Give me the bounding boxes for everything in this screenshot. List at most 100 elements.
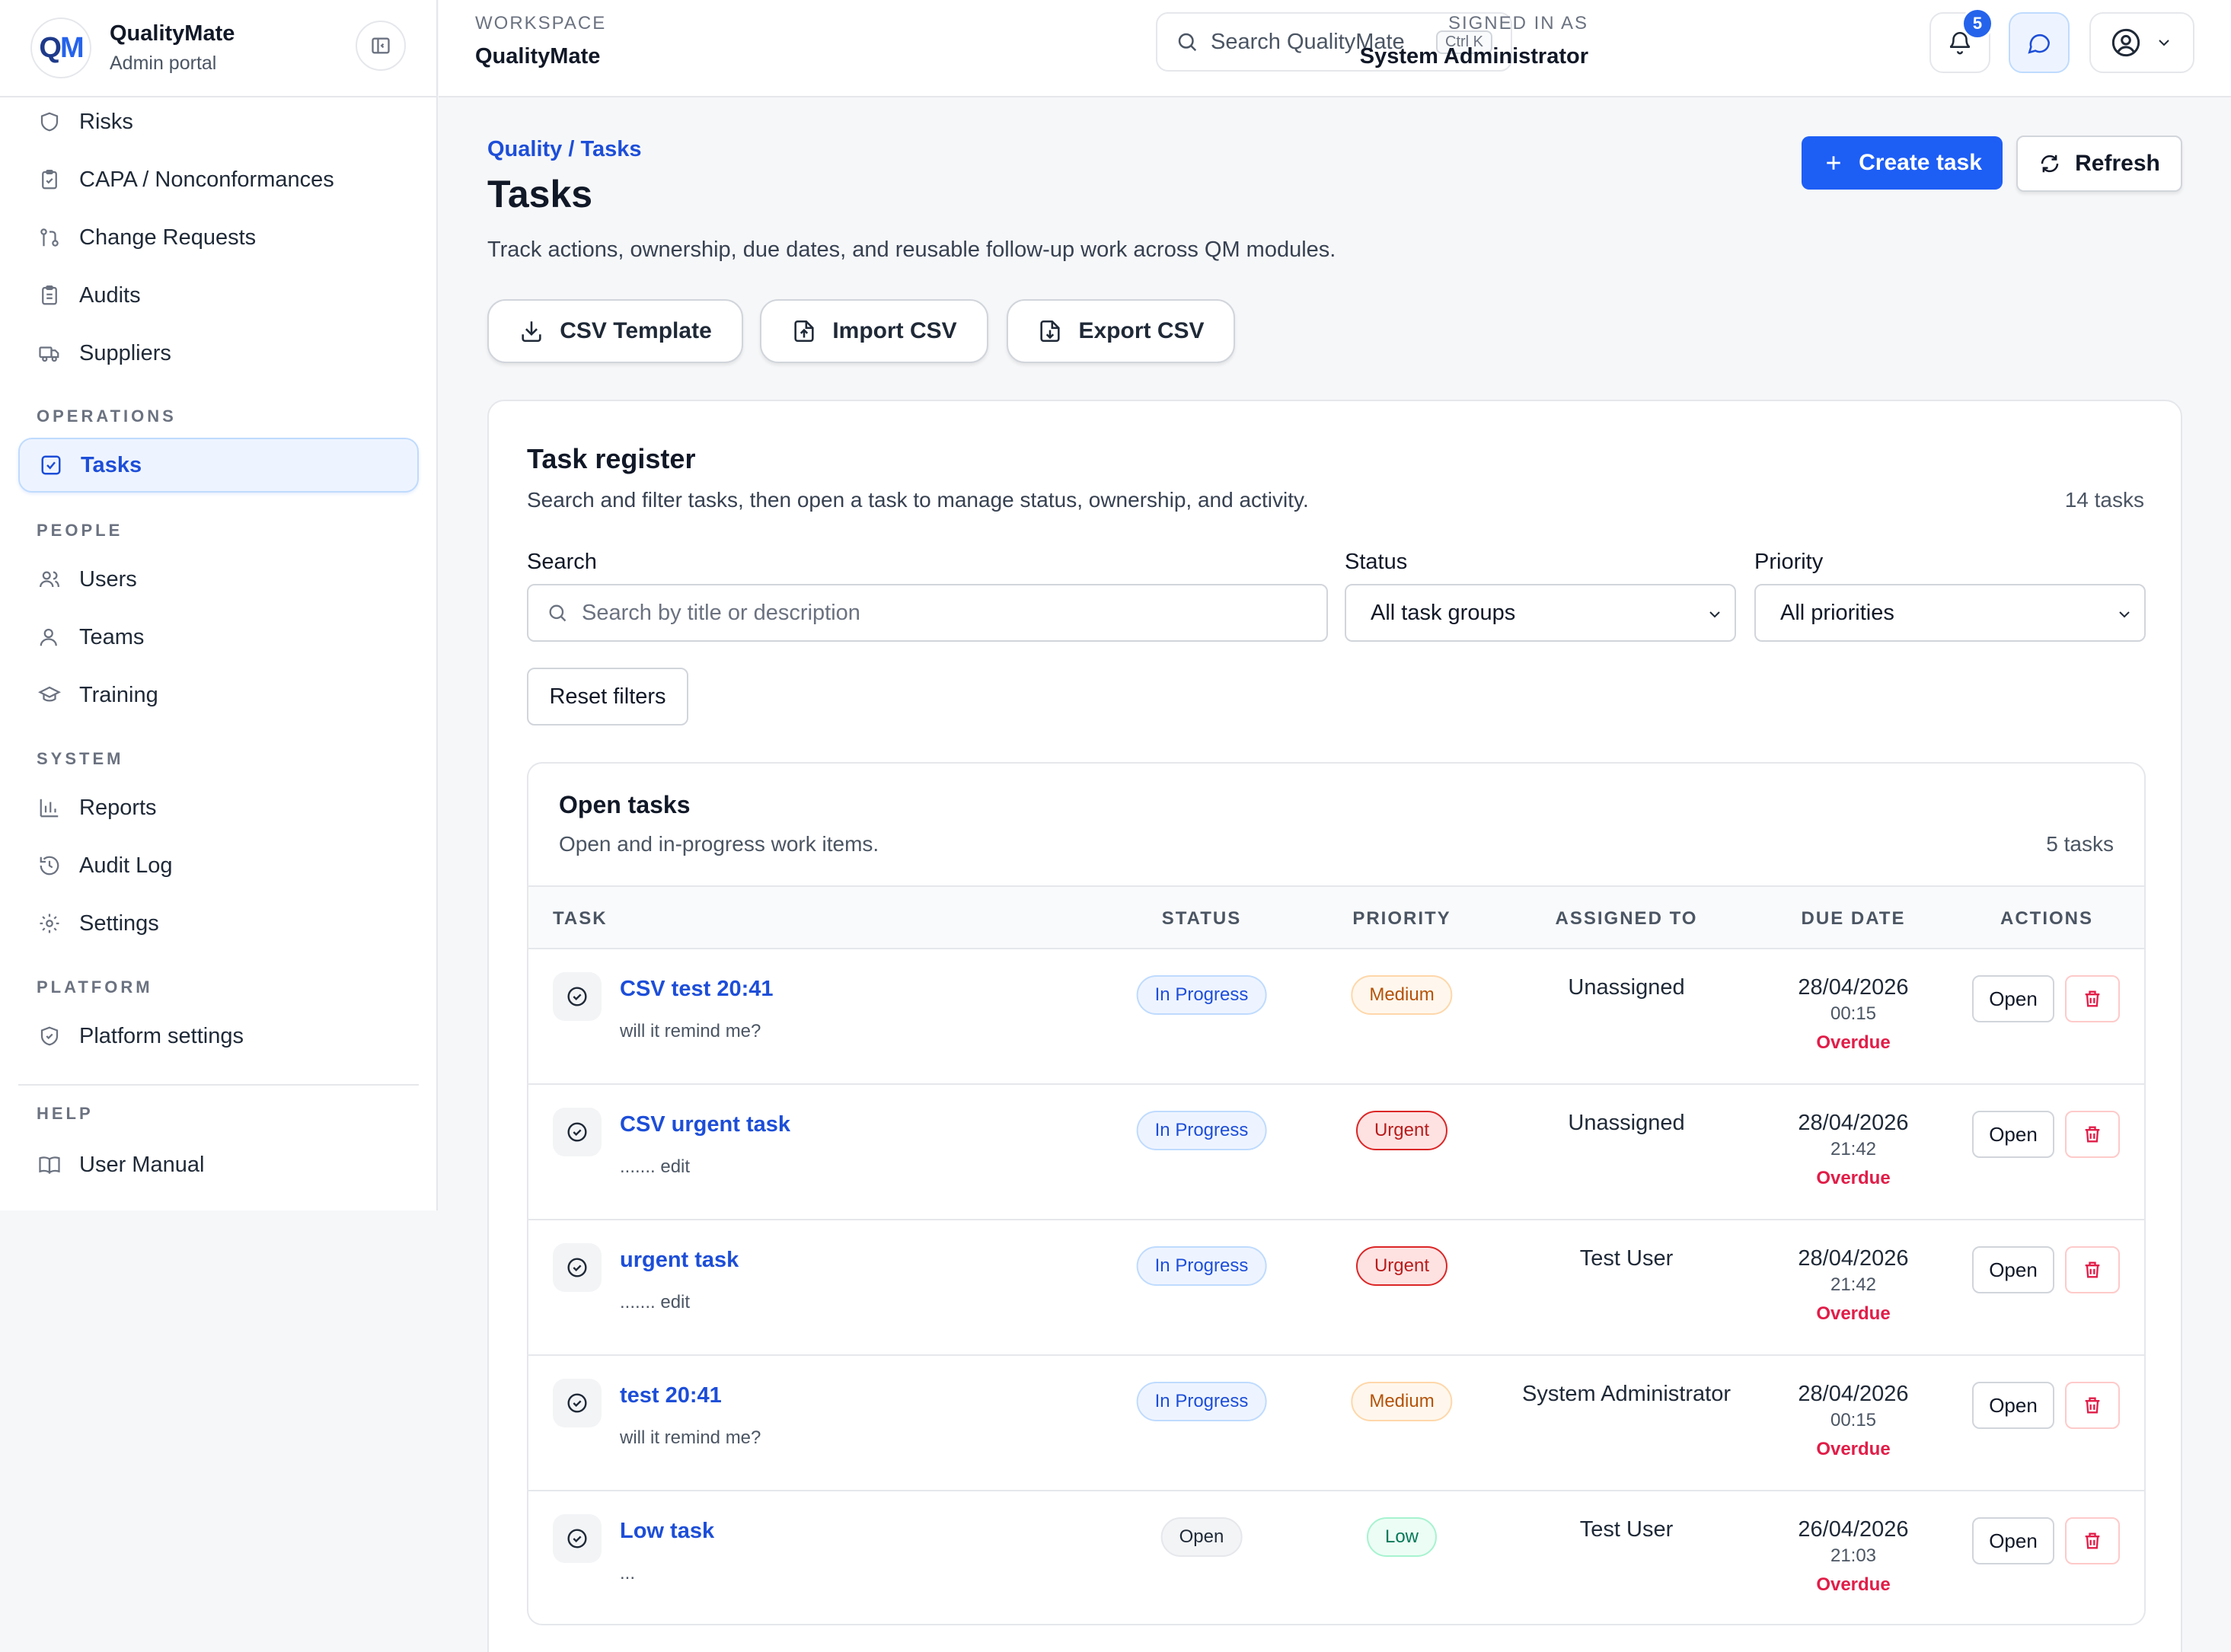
delete-task-button[interactable] — [2065, 975, 2120, 1022]
delete-task-button[interactable] — [2065, 1382, 2120, 1429]
table-row: Low task ... Open Low Test User 26/04/20… — [528, 1491, 2144, 1624]
create-task-button[interactable]: Create task — [1802, 136, 2003, 190]
status-filter-select[interactable]: All task groups — [1345, 584, 1736, 642]
clipboard-check-icon — [37, 167, 62, 193]
assignee-name: Test User — [1579, 1246, 1674, 1271]
workspace-label: WORKSPACE — [475, 13, 607, 33]
open-task-button[interactable]: Open — [1972, 1382, 2054, 1429]
chevron-down-icon — [2159, 40, 2169, 46]
overdue-label: Overdue — [1816, 1168, 1891, 1188]
sidebar-item-suppliers[interactable]: Suppliers — [18, 326, 419, 381]
brand-subtitle: Admin portal — [110, 53, 217, 74]
due-date-cell: 28/04/2026 00:15 Overdue — [1798, 975, 1908, 1054]
sidebar-item-reports[interactable]: Reports — [18, 780, 419, 835]
open-task-button[interactable]: Open — [1972, 1111, 2054, 1158]
trash-icon — [2085, 1397, 2100, 1414]
export-csv-button[interactable]: Export CSV — [1007, 299, 1235, 363]
table-row: test 20:41 will it remind me? In Progres… — [528, 1356, 2144, 1491]
open-task-button[interactable]: Open — [1972, 975, 2054, 1022]
reset-filters-button[interactable]: Reset filters — [527, 668, 688, 726]
table-row: CSV urgent task ....... edit In Progress… — [528, 1085, 2144, 1220]
plus-icon — [1827, 156, 1840, 170]
task-title-link[interactable]: test 20:41 — [620, 1383, 722, 1408]
due-date: 28/04/2026 — [1798, 1246, 1909, 1271]
delete-task-button[interactable] — [2065, 1111, 2120, 1158]
breadcrumb[interactable]: Quality / Tasks — [487, 137, 642, 161]
square-check-icon — [38, 452, 64, 478]
trash-icon — [2085, 1126, 2100, 1143]
notifications-button[interactable]: 5 — [1929, 8, 1993, 73]
task-register-count: 14 tasks — [2064, 488, 2144, 512]
user-icon — [37, 624, 62, 650]
trash-icon — [2085, 990, 2100, 1007]
priority-filter-select[interactable]: All priorities — [1754, 584, 2146, 642]
user-menu-button[interactable] — [2089, 12, 2194, 73]
refresh-button[interactable]: Refresh — [2016, 136, 2182, 192]
priority-badge: Urgent — [1355, 1246, 1448, 1286]
global-search-input[interactable]: Search QualityMate Ctrl K — [1156, 12, 1512, 72]
section-label-operations: OPERATIONS — [37, 407, 177, 426]
sidebar-item-users[interactable]: Users — [18, 552, 419, 607]
chevron-down-icon — [1709, 611, 1720, 618]
task-check-icon — [553, 1243, 602, 1292]
task-search-input[interactable]: Search by title or description — [527, 584, 1328, 642]
trash-icon — [2085, 1532, 2100, 1549]
sidebar-item-audit-log[interactable]: Audit Log — [18, 838, 419, 893]
refresh-icon — [2041, 155, 2059, 173]
task-register-subtitle: Search and filter tasks, then open a tas… — [527, 488, 1309, 512]
open-task-button[interactable]: Open — [1972, 1246, 2054, 1293]
shield-check-icon — [37, 1023, 62, 1049]
sidebar-item-audits[interactable]: Audits — [18, 268, 419, 323]
import-csv-button[interactable]: Import CSV — [760, 299, 988, 363]
sidebar-item-user-manual[interactable]: User Manual — [18, 1137, 419, 1192]
due-time: 00:15 — [1830, 1410, 1877, 1430]
bell-icon — [1949, 32, 1971, 55]
search-icon — [1178, 33, 1197, 52]
task-title-link[interactable]: Low task — [620, 1519, 715, 1543]
assignee-name: Unassigned — [1568, 1111, 1685, 1135]
page-subtitle: Track actions, ownership, due dates, and… — [487, 238, 1336, 262]
sidebar-item-risks[interactable]: Risks — [18, 94, 419, 149]
file-download-icon — [1040, 320, 1061, 343]
messages-button[interactable] — [2009, 12, 2070, 73]
sidebar-divider — [18, 1084, 419, 1086]
task-title-link[interactable]: urgent task — [620, 1248, 739, 1272]
sidebar-item-platform-settings[interactable]: Platform settings — [18, 1009, 419, 1064]
graduation-cap-icon — [37, 682, 62, 708]
sidebar-item-tasks[interactable]: Tasks — [18, 438, 419, 493]
search-filter-label: Search — [527, 550, 597, 574]
priority-badge: Medium — [1351, 1382, 1453, 1421]
open-task-button[interactable]: Open — [1972, 1517, 2054, 1564]
task-check-icon — [553, 1379, 602, 1427]
delete-task-button[interactable] — [2065, 1246, 2120, 1293]
due-time: 21:42 — [1830, 1139, 1877, 1159]
sidebar-item-change-requests[interactable]: Change Requests — [18, 210, 419, 265]
trash-icon — [2085, 1261, 2100, 1278]
open-tasks-subtitle: Open and in-progress work items. — [559, 832, 879, 856]
due-date-cell: 28/04/2026 21:42 Overdue — [1798, 1246, 1908, 1325]
task-register-title: Task register — [527, 443, 696, 474]
csv-template-button[interactable]: CSV Template — [487, 299, 743, 363]
open-tasks-panel: Open tasks Open and in-progress work ite… — [527, 762, 2146, 1625]
overdue-label: Overdue — [1816, 1032, 1891, 1053]
sidebar-item-teams[interactable]: Teams — [18, 610, 419, 665]
overdue-label: Overdue — [1816, 1439, 1891, 1459]
task-title-link[interactable]: CSV test 20:41 — [620, 977, 774, 1001]
download-icon — [522, 321, 541, 343]
priority-badge: Medium — [1351, 975, 1453, 1015]
status-badge: In Progress — [1136, 1382, 1267, 1421]
task-check-icon — [553, 1514, 602, 1563]
column-header-due-date: DUE DATE — [1801, 908, 1906, 929]
delete-task-button[interactable] — [2065, 1517, 2120, 1564]
sidebar-item-training[interactable]: Training — [18, 668, 419, 722]
task-title-link[interactable]: CSV urgent task — [620, 1112, 790, 1137]
users-icon — [37, 566, 62, 592]
column-header-assigned-to: ASSIGNED TO — [1555, 908, 1698, 929]
collapse-sidebar-button[interactable] — [356, 21, 406, 71]
book-open-icon — [37, 1152, 62, 1178]
priority-badge: Low — [1366, 1517, 1438, 1557]
sidebar-item-capa[interactable]: CAPA / Nonconformances — [18, 152, 419, 207]
bar-chart-icon — [37, 795, 62, 821]
sidebar-item-settings[interactable]: Settings — [18, 896, 419, 951]
